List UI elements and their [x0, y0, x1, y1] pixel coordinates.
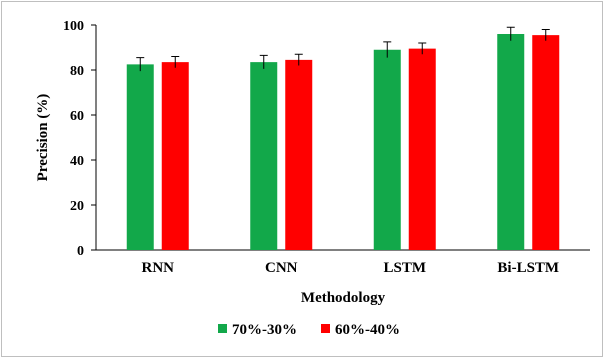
legend-label-series-1: 70%-30%: [232, 322, 297, 338]
x-category-label: Bi-LSTM: [497, 260, 559, 276]
bar-bi-lstm-series-2: [532, 35, 560, 250]
bar-cnn-series-1: [250, 62, 278, 250]
legend-swatch-series-1: [218, 324, 227, 333]
bar-bi-lstm-series-1: [497, 34, 525, 250]
x-categories: RNN CNN LSTM Bi-LSTM: [142, 260, 560, 276]
y-tick-label: 60: [70, 109, 84, 124]
bars: [126, 26, 560, 250]
x-category-label: RNN: [142, 260, 175, 276]
bar-rnn-series-1: [126, 64, 154, 250]
x-category-label: CNN: [265, 260, 298, 276]
x-category-label: LSTM: [383, 260, 426, 276]
legend-label-series-2: 60%-40%: [335, 322, 400, 338]
bar-lstm-series-1: [373, 49, 401, 250]
bar-cnn-series-2: [285, 59, 313, 250]
y-tick-label: 100: [63, 19, 84, 34]
bar-lstm-series-2: [408, 48, 436, 250]
y-tick-label: 80: [70, 64, 84, 79]
y-tick-label: 20: [70, 199, 84, 214]
y-axis-label: Precision (%): [35, 94, 51, 182]
y-tick-label: 40: [70, 154, 84, 169]
bar-rnn-series-2: [161, 62, 189, 250]
x-axis-label: Methodology: [301, 290, 386, 306]
y-tick-label: 0: [77, 244, 84, 259]
legend-swatch-series-2: [321, 324, 330, 333]
legend: 70%-30% 60%-40%: [218, 322, 400, 338]
y-ticks: 0 20 40 60 80 100: [63, 19, 96, 259]
